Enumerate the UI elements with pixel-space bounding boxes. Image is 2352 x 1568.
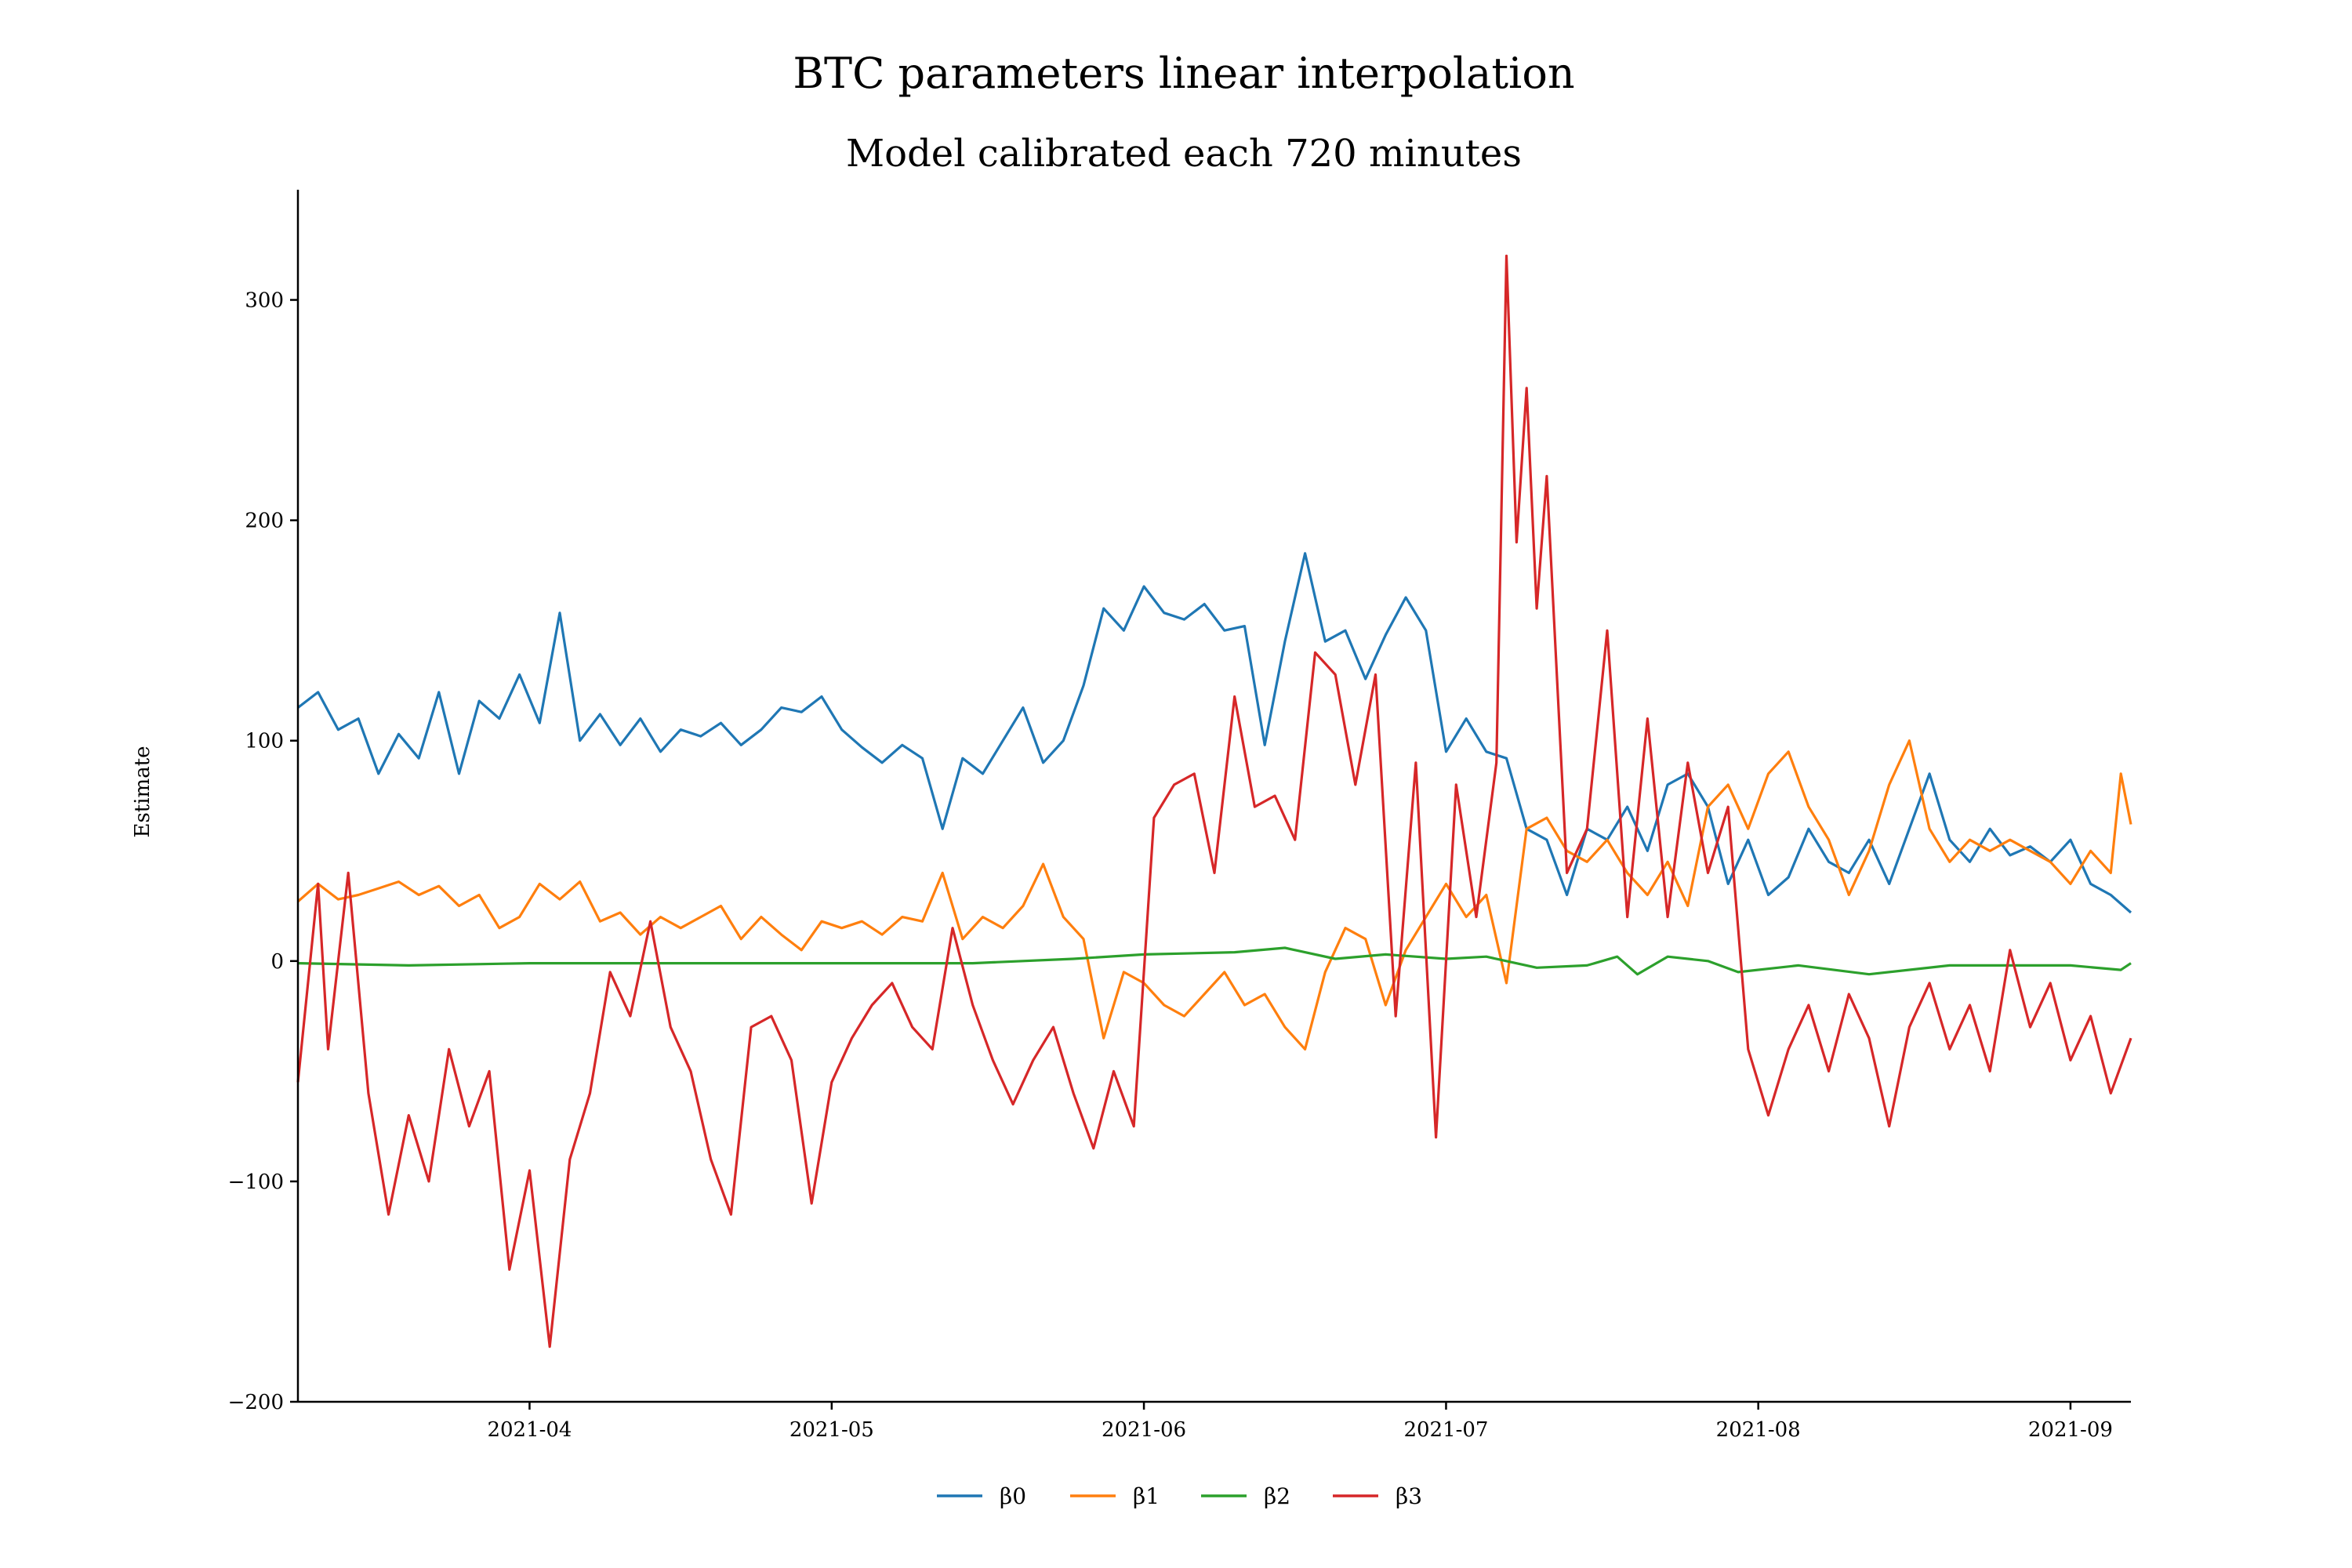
y-tick-label: −200 <box>228 1391 284 1414</box>
y-tick-label: 0 <box>270 950 284 974</box>
y-tick-label: 300 <box>245 289 284 313</box>
y-tick-label: 200 <box>245 510 284 533</box>
legend: β0 β1 β2 β3 <box>937 1483 1422 1509</box>
y-tick-label: 100 <box>245 730 284 753</box>
legend-label: β0 <box>1000 1483 1026 1509</box>
series-line-beta2 <box>297 946 2132 976</box>
series-line-beta3 <box>296 254 2132 1348</box>
x-tick-label: 2021-08 <box>1716 1418 1801 1442</box>
x-tick-label: 2021-04 <box>487 1418 572 1442</box>
y-tick-label: −100 <box>228 1171 284 1194</box>
chart-title: BTC parameters linear interpolation <box>793 49 1574 98</box>
chart-subtitle: Model calibrated each 720 minutes <box>846 132 1522 176</box>
series-line-beta1 <box>296 739 2132 1051</box>
x-tick-label: 2021-05 <box>789 1418 874 1442</box>
x-tick-label: 2021-06 <box>1102 1418 1186 1442</box>
legend-label: β3 <box>1396 1483 1422 1509</box>
legend-label: β1 <box>1133 1483 1160 1509</box>
plot-lines <box>296 254 2132 1348</box>
y-ticks: −200 −100 0 100 200 300 <box>228 289 298 1414</box>
series-line-beta0 <box>297 552 2132 914</box>
x-tick-label: 2021-07 <box>1403 1418 1488 1442</box>
legend-label: β2 <box>1264 1483 1290 1509</box>
y-axis-label: Estimate <box>131 746 154 837</box>
x-ticks: 2021-04 2021-05 2021-06 2021-07 2021-08 2021-… <box>487 1402 2113 1442</box>
x-tick-label: 2021-09 <box>2028 1418 2113 1442</box>
